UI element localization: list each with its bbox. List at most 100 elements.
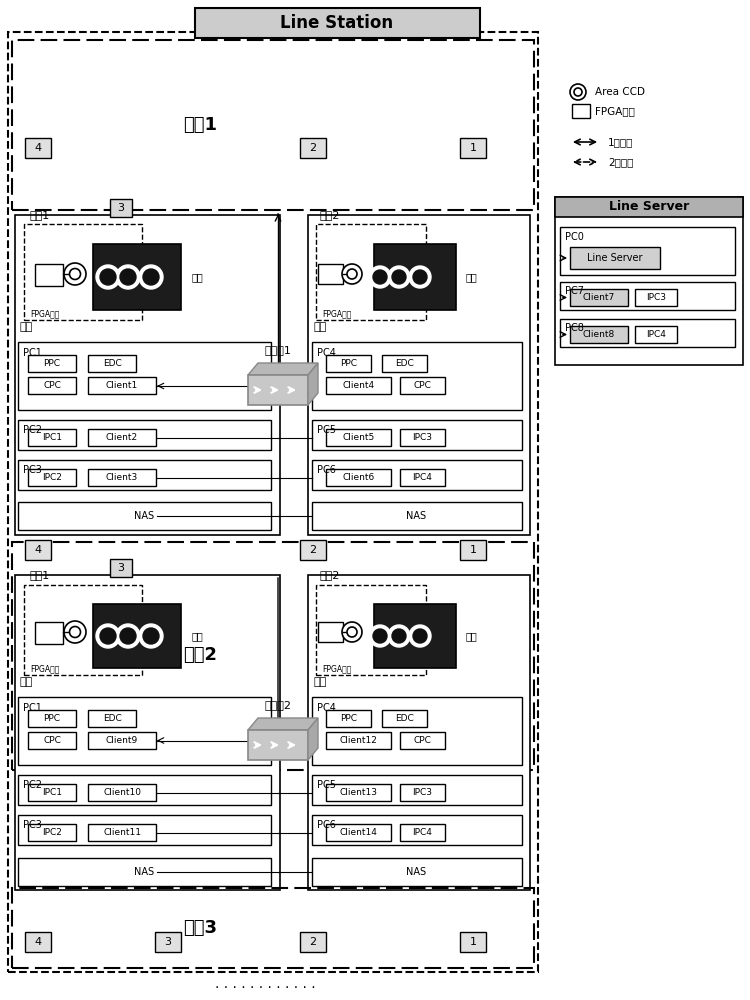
- Bar: [460, 540, 486, 560]
- Bar: [326, 377, 391, 394]
- Bar: [326, 429, 391, 446]
- Circle shape: [570, 84, 586, 100]
- Circle shape: [409, 266, 431, 288]
- Text: EDC: EDC: [395, 714, 414, 723]
- Bar: [635, 289, 677, 306]
- Bar: [400, 784, 445, 801]
- Text: 2: 2: [310, 937, 316, 947]
- Polygon shape: [248, 363, 318, 375]
- Text: Client2: Client2: [106, 433, 138, 442]
- Text: FPGA平台: FPGA平台: [595, 106, 634, 116]
- Text: FPGA平台: FPGA平台: [322, 664, 351, 673]
- Text: 4: 4: [34, 937, 41, 947]
- Text: PPC: PPC: [340, 359, 357, 368]
- Bar: [88, 732, 156, 749]
- Polygon shape: [308, 718, 318, 760]
- Bar: [312, 342, 522, 410]
- Circle shape: [120, 269, 136, 285]
- Text: PPC: PPC: [340, 714, 357, 723]
- Bar: [326, 469, 391, 486]
- Bar: [326, 710, 371, 727]
- Text: PC8: PC8: [565, 323, 584, 333]
- Bar: [400, 429, 445, 446]
- Text: PC4: PC4: [317, 703, 336, 713]
- Bar: [110, 559, 132, 577]
- Text: Client13: Client13: [340, 788, 377, 797]
- Bar: [12, 888, 534, 968]
- Text: Area CCD: Area CCD: [595, 87, 645, 97]
- Text: 线体1: 线体1: [183, 116, 217, 134]
- Bar: [312, 502, 522, 530]
- Circle shape: [70, 268, 80, 279]
- Text: CPC: CPC: [43, 736, 61, 745]
- Circle shape: [143, 269, 159, 285]
- Text: 工站1: 工站1: [30, 210, 50, 220]
- Bar: [93, 604, 181, 668]
- Bar: [88, 824, 156, 841]
- Text: NAS: NAS: [406, 867, 426, 877]
- Bar: [35, 622, 63, 644]
- Text: 2: 2: [310, 143, 316, 153]
- Bar: [28, 710, 76, 727]
- Circle shape: [369, 625, 391, 647]
- Bar: [400, 732, 445, 749]
- Bar: [560, 319, 735, 347]
- Text: 线体3: 线体3: [183, 919, 217, 937]
- Bar: [93, 244, 181, 310]
- Bar: [560, 282, 735, 310]
- Bar: [300, 138, 326, 158]
- Bar: [570, 326, 628, 343]
- Circle shape: [373, 629, 387, 643]
- Text: 软体: 软体: [313, 322, 326, 332]
- Text: Line Server: Line Server: [609, 200, 689, 214]
- Bar: [88, 784, 156, 801]
- Bar: [8, 32, 538, 972]
- Circle shape: [116, 624, 140, 648]
- Bar: [316, 585, 426, 675]
- Bar: [312, 460, 522, 490]
- Bar: [88, 429, 156, 446]
- Bar: [28, 784, 76, 801]
- Text: PC4: PC4: [317, 348, 336, 358]
- Text: EDC: EDC: [103, 359, 122, 368]
- Text: FPGA平台: FPGA平台: [30, 309, 59, 318]
- Bar: [312, 858, 522, 886]
- Bar: [18, 342, 271, 410]
- Text: IPC3: IPC3: [646, 293, 666, 302]
- Text: 工站2: 工站2: [320, 210, 340, 220]
- Bar: [318, 622, 343, 642]
- Bar: [460, 932, 486, 952]
- Bar: [560, 227, 735, 275]
- Bar: [570, 247, 660, 269]
- Text: 载台: 载台: [192, 272, 204, 282]
- Bar: [300, 932, 326, 952]
- Bar: [25, 138, 51, 158]
- Bar: [460, 138, 486, 158]
- Bar: [195, 8, 480, 38]
- Text: PC6: PC6: [317, 820, 336, 830]
- Bar: [18, 858, 271, 886]
- Text: 1级网络: 1级网络: [608, 137, 633, 147]
- Circle shape: [347, 269, 357, 279]
- Bar: [24, 224, 142, 320]
- Text: 工站1: 工站1: [30, 570, 50, 580]
- Bar: [572, 104, 590, 118]
- Circle shape: [96, 624, 120, 648]
- Bar: [18, 697, 271, 765]
- Circle shape: [413, 629, 427, 643]
- Text: Line Server: Line Server: [587, 253, 643, 263]
- Text: 工站2: 工站2: [320, 570, 340, 580]
- Text: PC5: PC5: [317, 425, 336, 435]
- Circle shape: [347, 627, 357, 637]
- Text: 交换朜2: 交换朜2: [265, 700, 292, 710]
- Polygon shape: [248, 718, 318, 730]
- Bar: [555, 197, 743, 217]
- Text: EDC: EDC: [395, 359, 414, 368]
- Text: EDC: EDC: [103, 714, 122, 723]
- Text: 线体2: 线体2: [183, 646, 217, 664]
- Circle shape: [64, 263, 86, 285]
- Bar: [25, 932, 51, 952]
- Text: IPC3: IPC3: [413, 788, 433, 797]
- Text: 3: 3: [164, 937, 172, 947]
- Text: Client1: Client1: [106, 381, 138, 390]
